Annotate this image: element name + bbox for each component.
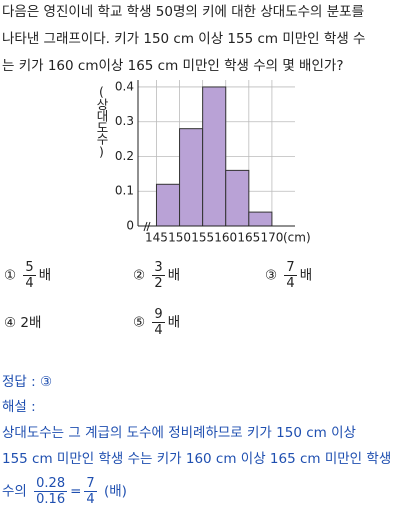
x-tick-label: 160 bbox=[214, 231, 237, 245]
denominator: 4 bbox=[25, 276, 34, 291]
x-tick-label: 155 bbox=[191, 231, 214, 245]
choice-marker: ① bbox=[4, 267, 17, 284]
prefix: 수의 bbox=[2, 483, 27, 500]
y-tick-label: 0.4 bbox=[115, 79, 134, 93]
denominator: 2 bbox=[154, 276, 163, 291]
unit: 배 bbox=[167, 314, 181, 331]
equals: = bbox=[70, 483, 82, 500]
suffix: (배) bbox=[103, 483, 127, 500]
answer: 정답 : ③ bbox=[2, 374, 53, 390]
x-tick-label: 165 bbox=[237, 231, 260, 245]
unit: 배 bbox=[167, 267, 181, 284]
x-tick-label: 150 bbox=[168, 231, 191, 245]
explanation-label: 해설 : bbox=[2, 399, 36, 415]
explanation-line: 상대도수는 그 계급의 도수에 정비례하므로 키가 150 cm 이상 bbox=[2, 425, 356, 441]
numerator: 7 bbox=[84, 476, 97, 492]
numerator: 3 bbox=[152, 260, 165, 276]
numerator: 9 bbox=[152, 307, 165, 323]
y-axis-label: (상대도수) bbox=[94, 84, 109, 158]
explanation-formula: 수의 0.28 0.16 = 7 4 (배) bbox=[2, 476, 127, 507]
question-line: 다음은 영진이네 학교 학생 50명의 키에 대한 상대도수의 분포를 bbox=[2, 4, 365, 20]
unit: 배 bbox=[299, 267, 313, 284]
x-tick-label: 170 bbox=[260, 231, 283, 245]
chart: 0 0.1 0.2 0.3 0.4 145 150 155 160 165 170 (cm) bbox=[115, 79, 311, 245]
bar bbox=[248, 211, 273, 227]
bar bbox=[155, 183, 181, 227]
choice: ④ 2배 bbox=[4, 314, 41, 332]
bar bbox=[225, 169, 250, 227]
fraction: 0.28 0.16 bbox=[34, 476, 68, 507]
choice-text: 2배 bbox=[20, 315, 42, 331]
unit: 배 bbox=[38, 267, 52, 284]
numerator: 5 bbox=[23, 260, 36, 276]
numerator: 7 bbox=[284, 260, 297, 276]
choice-marker: ③ bbox=[265, 267, 278, 284]
choice-marker: ④ bbox=[4, 315, 17, 331]
question-line: 는 키가 160 cm이상 165 cm 미만인 학생 수의 몇 배인가? bbox=[2, 58, 344, 74]
x-tick-label: 145 bbox=[145, 231, 168, 245]
axis-break bbox=[143, 221, 151, 232]
numerator: 0.28 bbox=[34, 476, 68, 492]
explanation-line: 155 cm 미만인 학생 수는 키가 160 cm 이상 165 cm 미만인… bbox=[2, 451, 392, 467]
y-tick-label: 0.1 bbox=[115, 184, 134, 198]
choice-marker: ② bbox=[133, 267, 146, 284]
y-tick-label: 0.2 bbox=[115, 149, 134, 163]
denominator: 0.16 bbox=[36, 492, 66, 507]
choice-marker: ⑤ bbox=[133, 314, 146, 331]
bar bbox=[202, 86, 227, 227]
bar bbox=[179, 128, 204, 227]
denominator: 4 bbox=[154, 323, 163, 338]
y-tick-label: 0 bbox=[126, 219, 134, 233]
denominator: 4 bbox=[286, 276, 295, 291]
y-tick-label: 0.3 bbox=[115, 114, 134, 128]
question-line: 나타낸 그래프이다. 키가 150 cm 이상 155 cm 미만인 학생 수 bbox=[2, 31, 366, 47]
x-axis-label: (cm) bbox=[283, 231, 311, 245]
denominator: 4 bbox=[86, 492, 95, 507]
